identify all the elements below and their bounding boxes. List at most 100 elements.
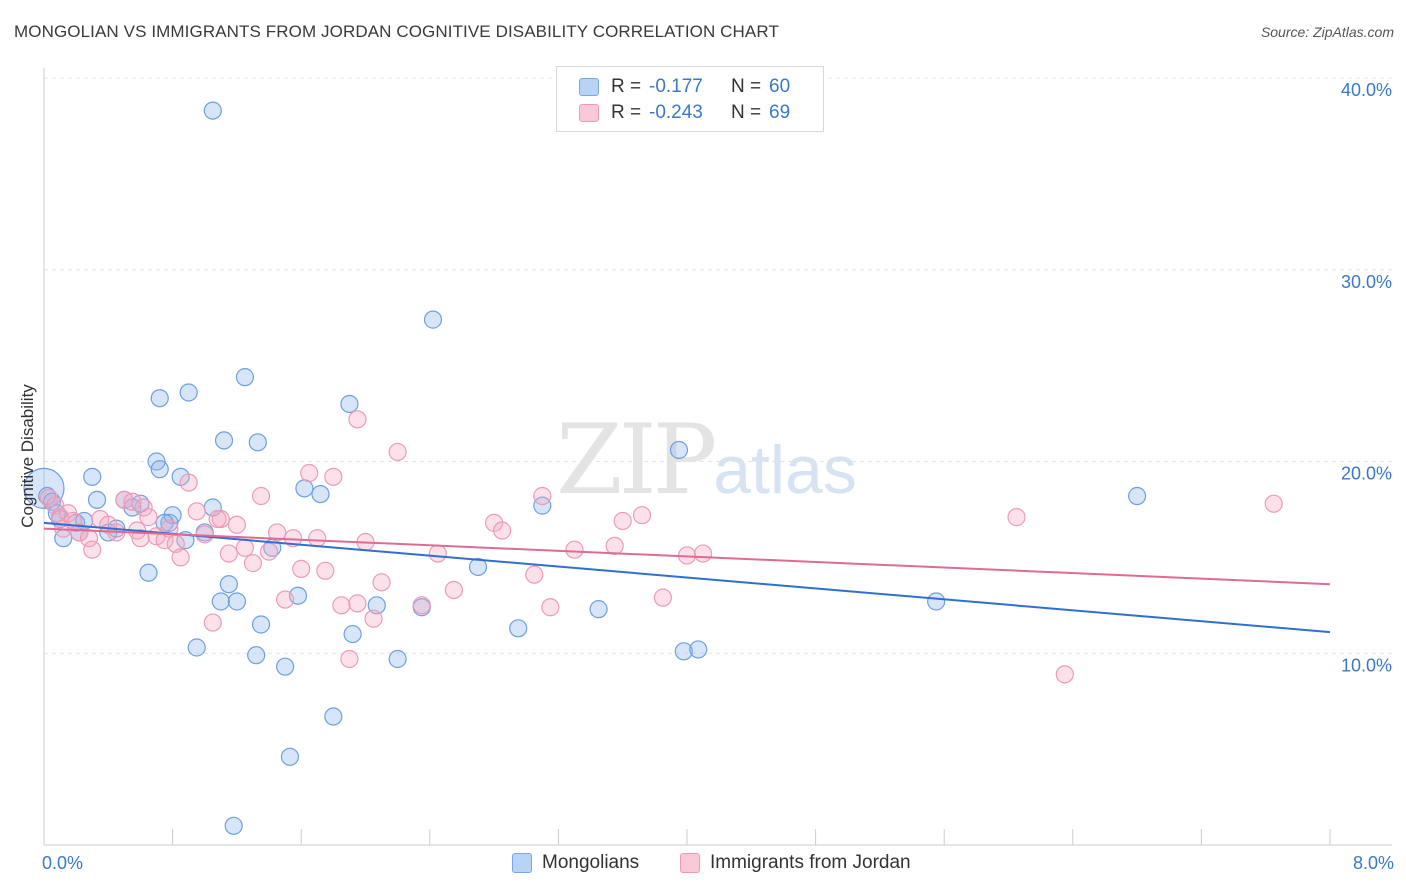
jordan-point bbox=[203, 613, 222, 632]
mongolian-point bbox=[150, 389, 169, 408]
jordan-point bbox=[533, 486, 552, 506]
jordan-point bbox=[123, 492, 142, 511]
jordan-point bbox=[348, 410, 367, 429]
mongolian-point bbox=[343, 624, 362, 644]
jordan-point bbox=[1264, 494, 1283, 513]
mongolian-point bbox=[139, 563, 158, 582]
watermark: ZIPatlas bbox=[556, 404, 857, 516]
jordan-point bbox=[179, 473, 198, 492]
jordan-point bbox=[243, 554, 263, 573]
legend-n-value-mongolians: 60 bbox=[769, 76, 791, 97]
legend-label-jordan: Immigrants from Jordan bbox=[710, 852, 911, 873]
x-tick-label: 0.0% bbox=[42, 853, 83, 873]
legend-item-jordan: Immigrants from Jordan bbox=[680, 852, 911, 874]
legend-r-value-jordan: -0.243 bbox=[649, 102, 703, 123]
y-tick-label: 20.0% bbox=[1341, 464, 1392, 484]
mongolian-point bbox=[248, 433, 267, 452]
jordan-point bbox=[332, 596, 351, 615]
legend-item-mongolians: Mongolians bbox=[512, 852, 639, 874]
mongolian-point bbox=[533, 496, 552, 515]
legend-r-value-mongolians: -0.177 bbox=[649, 76, 703, 97]
source-credit: Source: ZipAtlas.com bbox=[1260, 24, 1394, 40]
y-tick-label: 30.0% bbox=[1341, 272, 1392, 292]
mongolian-point bbox=[211, 592, 230, 611]
jordan-point bbox=[348, 594, 367, 613]
mongolian-point bbox=[669, 440, 689, 460]
jordan-point bbox=[324, 467, 343, 486]
mongolian-point bbox=[280, 747, 300, 766]
mongolian-point bbox=[388, 649, 407, 669]
legend-n-label: N = bbox=[731, 76, 762, 97]
legend-n-label: N = bbox=[731, 102, 762, 123]
jordan-point bbox=[525, 565, 544, 584]
jordan-point bbox=[388, 442, 407, 462]
jordan-point bbox=[632, 506, 652, 525]
jordan-point bbox=[412, 596, 431, 615]
jordan-point bbox=[267, 523, 287, 542]
jordan-point bbox=[541, 598, 560, 617]
legend-r-label: R = bbox=[611, 102, 642, 123]
mongolian-point bbox=[689, 640, 708, 659]
mongolian-point bbox=[150, 460, 169, 479]
mongolian-point bbox=[247, 646, 266, 665]
correlation-legend: R = -0.177 N = 60 R = -0.243 N = 69 bbox=[556, 66, 824, 132]
y-axis-label: Cognitive Disability bbox=[18, 384, 37, 528]
legend-swatch-mongolians bbox=[512, 853, 532, 873]
mongolians-trend-line bbox=[43, 521, 1331, 634]
mongolian-point bbox=[468, 557, 488, 577]
mongolian-point bbox=[203, 101, 222, 120]
x-tick-label: 8.0% bbox=[1353, 853, 1394, 873]
jordan-point bbox=[227, 515, 246, 534]
mongolian-point bbox=[509, 619, 528, 638]
mongolian-point bbox=[214, 431, 234, 450]
mongolian-point bbox=[674, 642, 693, 661]
y-tick-label: 10.0% bbox=[1341, 655, 1392, 675]
jordan-point bbox=[300, 463, 319, 483]
mongolian-point bbox=[311, 484, 330, 504]
mongolian-point bbox=[235, 368, 255, 387]
mongolian-point bbox=[187, 638, 206, 657]
jordan-point bbox=[316, 561, 335, 580]
jordan-point bbox=[493, 521, 512, 540]
jordan-point bbox=[605, 536, 624, 555]
legend-swatch-jordan bbox=[680, 853, 700, 873]
jordan-point bbox=[1007, 508, 1026, 527]
legend-r-label: R = bbox=[611, 76, 642, 97]
chart-title: MONGOLIAN VS IMMIGRANTS FROM JORDAN COGN… bbox=[14, 22, 779, 41]
mongolian-point bbox=[295, 479, 314, 498]
mongolian-point bbox=[87, 490, 107, 509]
mongolian-point bbox=[251, 615, 271, 634]
jordan-point bbox=[292, 559, 311, 578]
jordan-point bbox=[372, 573, 391, 592]
mongolian-point bbox=[179, 383, 198, 402]
mongolian-point bbox=[589, 600, 608, 619]
jordan-point bbox=[259, 542, 279, 561]
jordan-point bbox=[70, 523, 89, 542]
mongolian-point bbox=[224, 816, 243, 835]
watermark-zip: ZIP bbox=[556, 404, 717, 516]
jordan-point bbox=[693, 544, 713, 563]
jordan-point bbox=[139, 508, 158, 527]
mongolian-point bbox=[1127, 486, 1147, 506]
jordan-point bbox=[219, 544, 238, 563]
jordan-point bbox=[565, 540, 584, 559]
jordan-point bbox=[613, 511, 632, 531]
mongolian-point bbox=[340, 394, 359, 414]
jordan-point bbox=[171, 548, 190, 567]
mongolian-point bbox=[324, 707, 343, 726]
jordan-point bbox=[166, 534, 185, 554]
jordan-point bbox=[428, 544, 447, 563]
watermark-atlas: atlas bbox=[713, 432, 857, 508]
jordan-point bbox=[235, 538, 255, 557]
jordan-point bbox=[340, 649, 359, 669]
mongolian-point bbox=[227, 592, 246, 611]
legend-row-mongolians: R = -0.177 N = 60 bbox=[579, 75, 790, 99]
legend-n-value-jordan: 69 bbox=[769, 102, 791, 123]
jordan-point bbox=[155, 531, 174, 550]
mongolian-point bbox=[367, 596, 386, 615]
jordan-point bbox=[308, 529, 327, 548]
jordan-point bbox=[364, 609, 383, 628]
legend-swatch-mongolians bbox=[579, 78, 599, 96]
series-legend: Mongolians Immigrants from Jordan bbox=[0, 852, 1406, 878]
